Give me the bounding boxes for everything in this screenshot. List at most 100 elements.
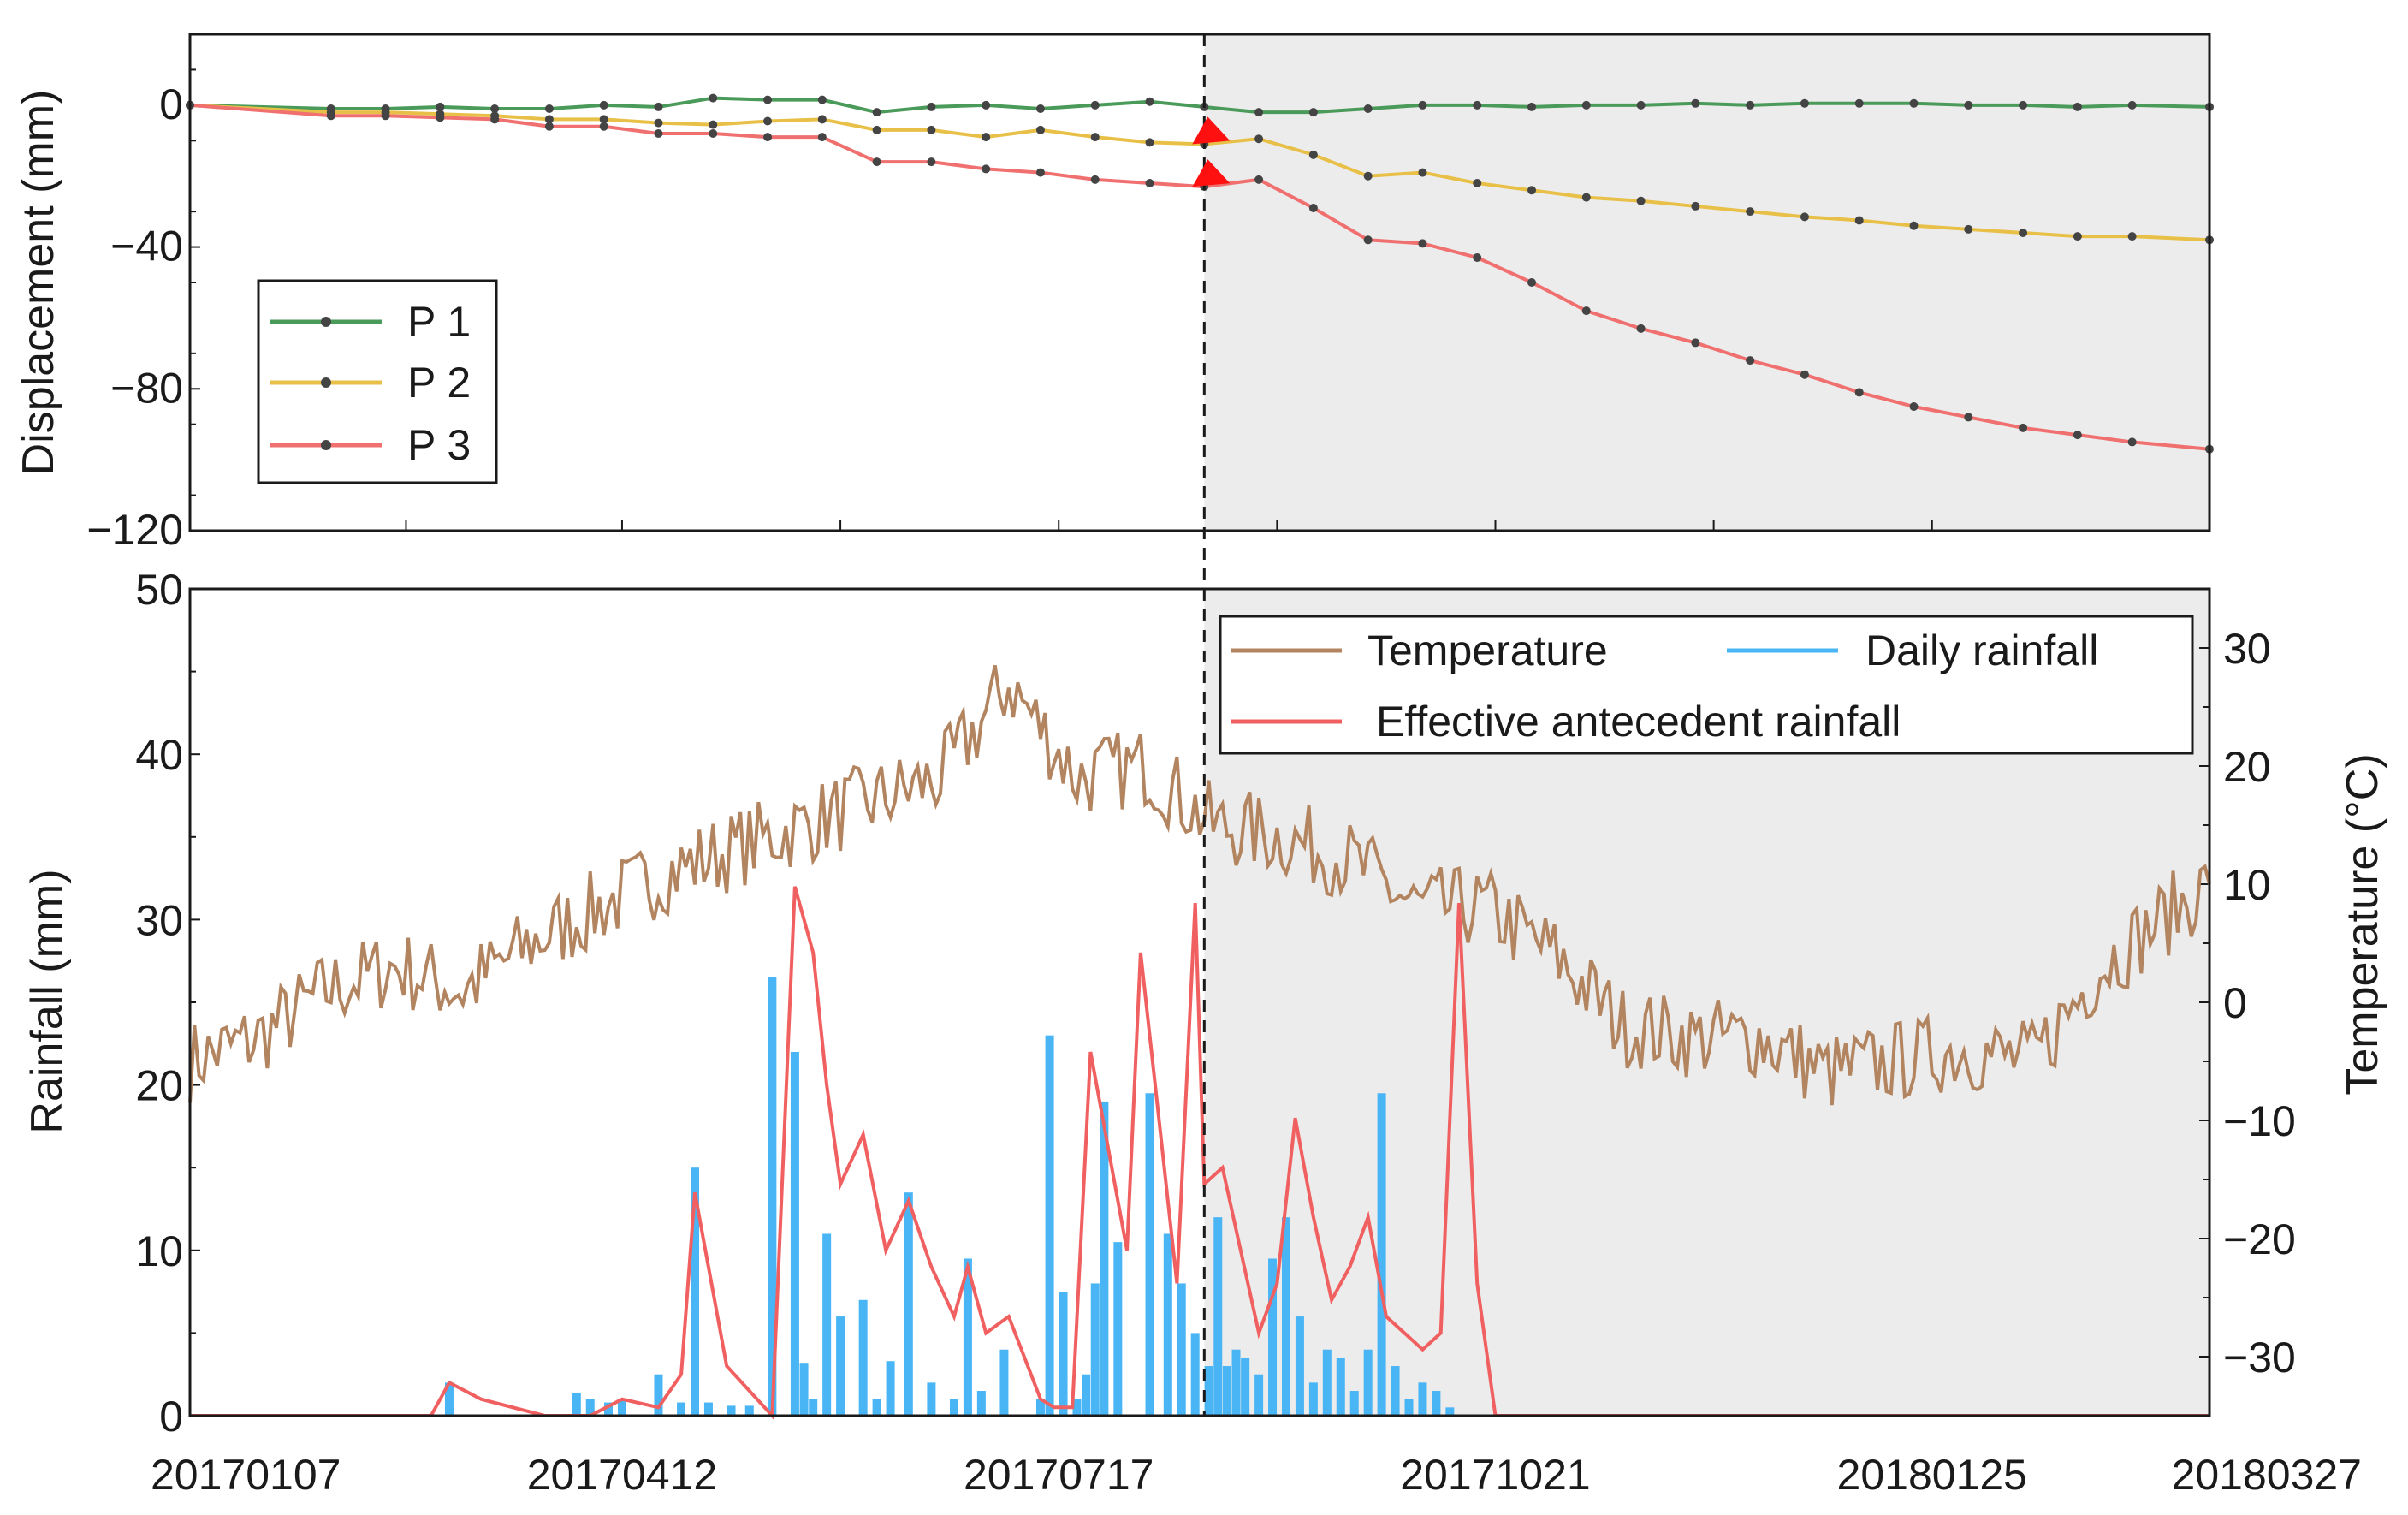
data-point [2127,232,2137,241]
daily-rainfall-bar [799,1363,809,1416]
data-point [654,118,663,128]
data-point [1800,212,1809,222]
data-point [436,113,445,122]
data-point [1909,221,1919,230]
data-point [927,157,936,167]
bottom-xtick-label: 20180125 [1837,1451,2027,1499]
top-y-tick-labels: 0 −40 −80 −120 [86,80,183,554]
bottom-ytick-label: 50 [135,566,183,614]
daily-rainfall-bar [836,1316,845,1416]
daily-rainfall-bar [727,1405,736,1416]
data-point [1800,98,1809,108]
data-point [1363,235,1373,245]
top-panel: 0 −40 −80 −120 Displacement (mm) P 1 P 2 P … [14,33,2214,1416]
top-plot-frame [188,33,2211,532]
data-point [1909,98,1919,108]
data-point [1418,168,1427,177]
bottom-xtick-label: 20170717 [964,1451,1154,1499]
data-point [2127,437,2137,447]
daily-rainfall-bar [999,1349,1009,1416]
daily-rainfall-bar [1204,1366,1213,1416]
daily-rainfall-bar [1222,1366,1231,1416]
data-point [2019,229,2028,237]
data-point [1090,100,1100,110]
event-marker-arrow [1192,116,1231,145]
bottom-xtick-label: 20170412 [527,1451,717,1499]
data-point [599,122,608,131]
event-divider [1192,34,1231,1416]
data-point [1746,100,1755,110]
bottom-series [188,664,2211,1420]
data-point [1581,100,1591,110]
data-point [1090,175,1100,184]
data-point [763,95,773,104]
legend-ear-label: Effective antecedent rainfall [1376,698,1901,746]
top-series [186,93,2214,454]
daily-rainfall-bar [886,1361,895,1416]
series-line-p2 [189,103,2210,242]
legend-p3-label: P 3 [407,421,471,469]
data-point [1581,193,1591,202]
daily-rainfall-bar [744,1405,754,1416]
daily-rainfall-bar [1418,1382,1427,1416]
top-ytick-label: 0 [159,80,183,128]
daily-rainfall-bar [1145,1093,1154,1416]
data-point [1145,179,1154,187]
data-point [872,108,881,117]
daily-rainfall-bar [1100,1101,1109,1416]
data-point [1746,356,1755,365]
data-point [2073,431,2082,440]
top-ytick-label: −80 [110,364,183,412]
data-point [709,129,718,138]
bottom-legend-box [1219,615,2194,755]
data-point [982,100,991,110]
data-point [709,120,718,129]
data-point [1145,138,1154,147]
bottom-ytick-label: 0 [159,1393,183,1441]
data-point [2127,100,2137,110]
series-line-temperature [188,664,2211,1106]
daily-rainfall-bar [768,977,777,1416]
daily-rainfall-bar [677,1402,686,1416]
daily-rainfall-bar [1190,1333,1200,1416]
daily-rainfall-bar [1213,1217,1223,1416]
bottom-legend: Temperature Daily rainfall Effective ant… [1219,615,2194,755]
data-point [763,116,773,126]
daily-rainfall-bar [904,1192,913,1416]
data-point [1854,216,1864,225]
daily-rainfall-bar [1349,1391,1359,1416]
data-point [1473,253,1482,262]
daily-rainfall-bar [822,1233,832,1416]
daily-rainfall-bar [1177,1283,1186,1416]
data-point [1854,98,1864,108]
data-point [1035,104,1045,113]
bottom-y2tick-label: 30 [2223,625,2271,673]
daily-rainfall-bar [572,1392,581,1416]
data-point [654,129,663,138]
bottom-xtick-label: 20180327 [2172,1451,2362,1499]
daily-rainfall-bar [1445,1407,1455,1416]
daily-rainfall-bar [1281,1217,1290,1416]
data-point [872,157,881,167]
data-point [1418,239,1427,248]
daily-rainfall-bar [1072,1399,1082,1416]
daily-rainfall-bar [703,1402,713,1416]
data-point [1145,97,1154,106]
daily-rainfall-bar [1254,1374,1264,1416]
data-point [1254,175,1264,184]
data-point [927,102,936,111]
daily-rainfall-bar [1377,1093,1386,1416]
bottom-ytick-label: 30 [135,896,183,944]
top-legend: P 1 P 2 P 3 [257,279,498,484]
bottom-y2-axis-title: Temperature (°C) [2338,753,2387,1095]
legend-temperature-label: Temperature [1367,627,1608,674]
data-point [599,100,608,110]
data-point [1636,196,1646,205]
daily-rainfall-bar [1035,1399,1045,1416]
data-point [1473,100,1482,110]
data-point [1527,186,1537,195]
data-point [1800,370,1809,379]
daily-rainfall-bar [1241,1358,1250,1416]
bottom-y2-tick-labels: 30 20 10 0 −10 −20 −30 [2223,625,2296,1381]
